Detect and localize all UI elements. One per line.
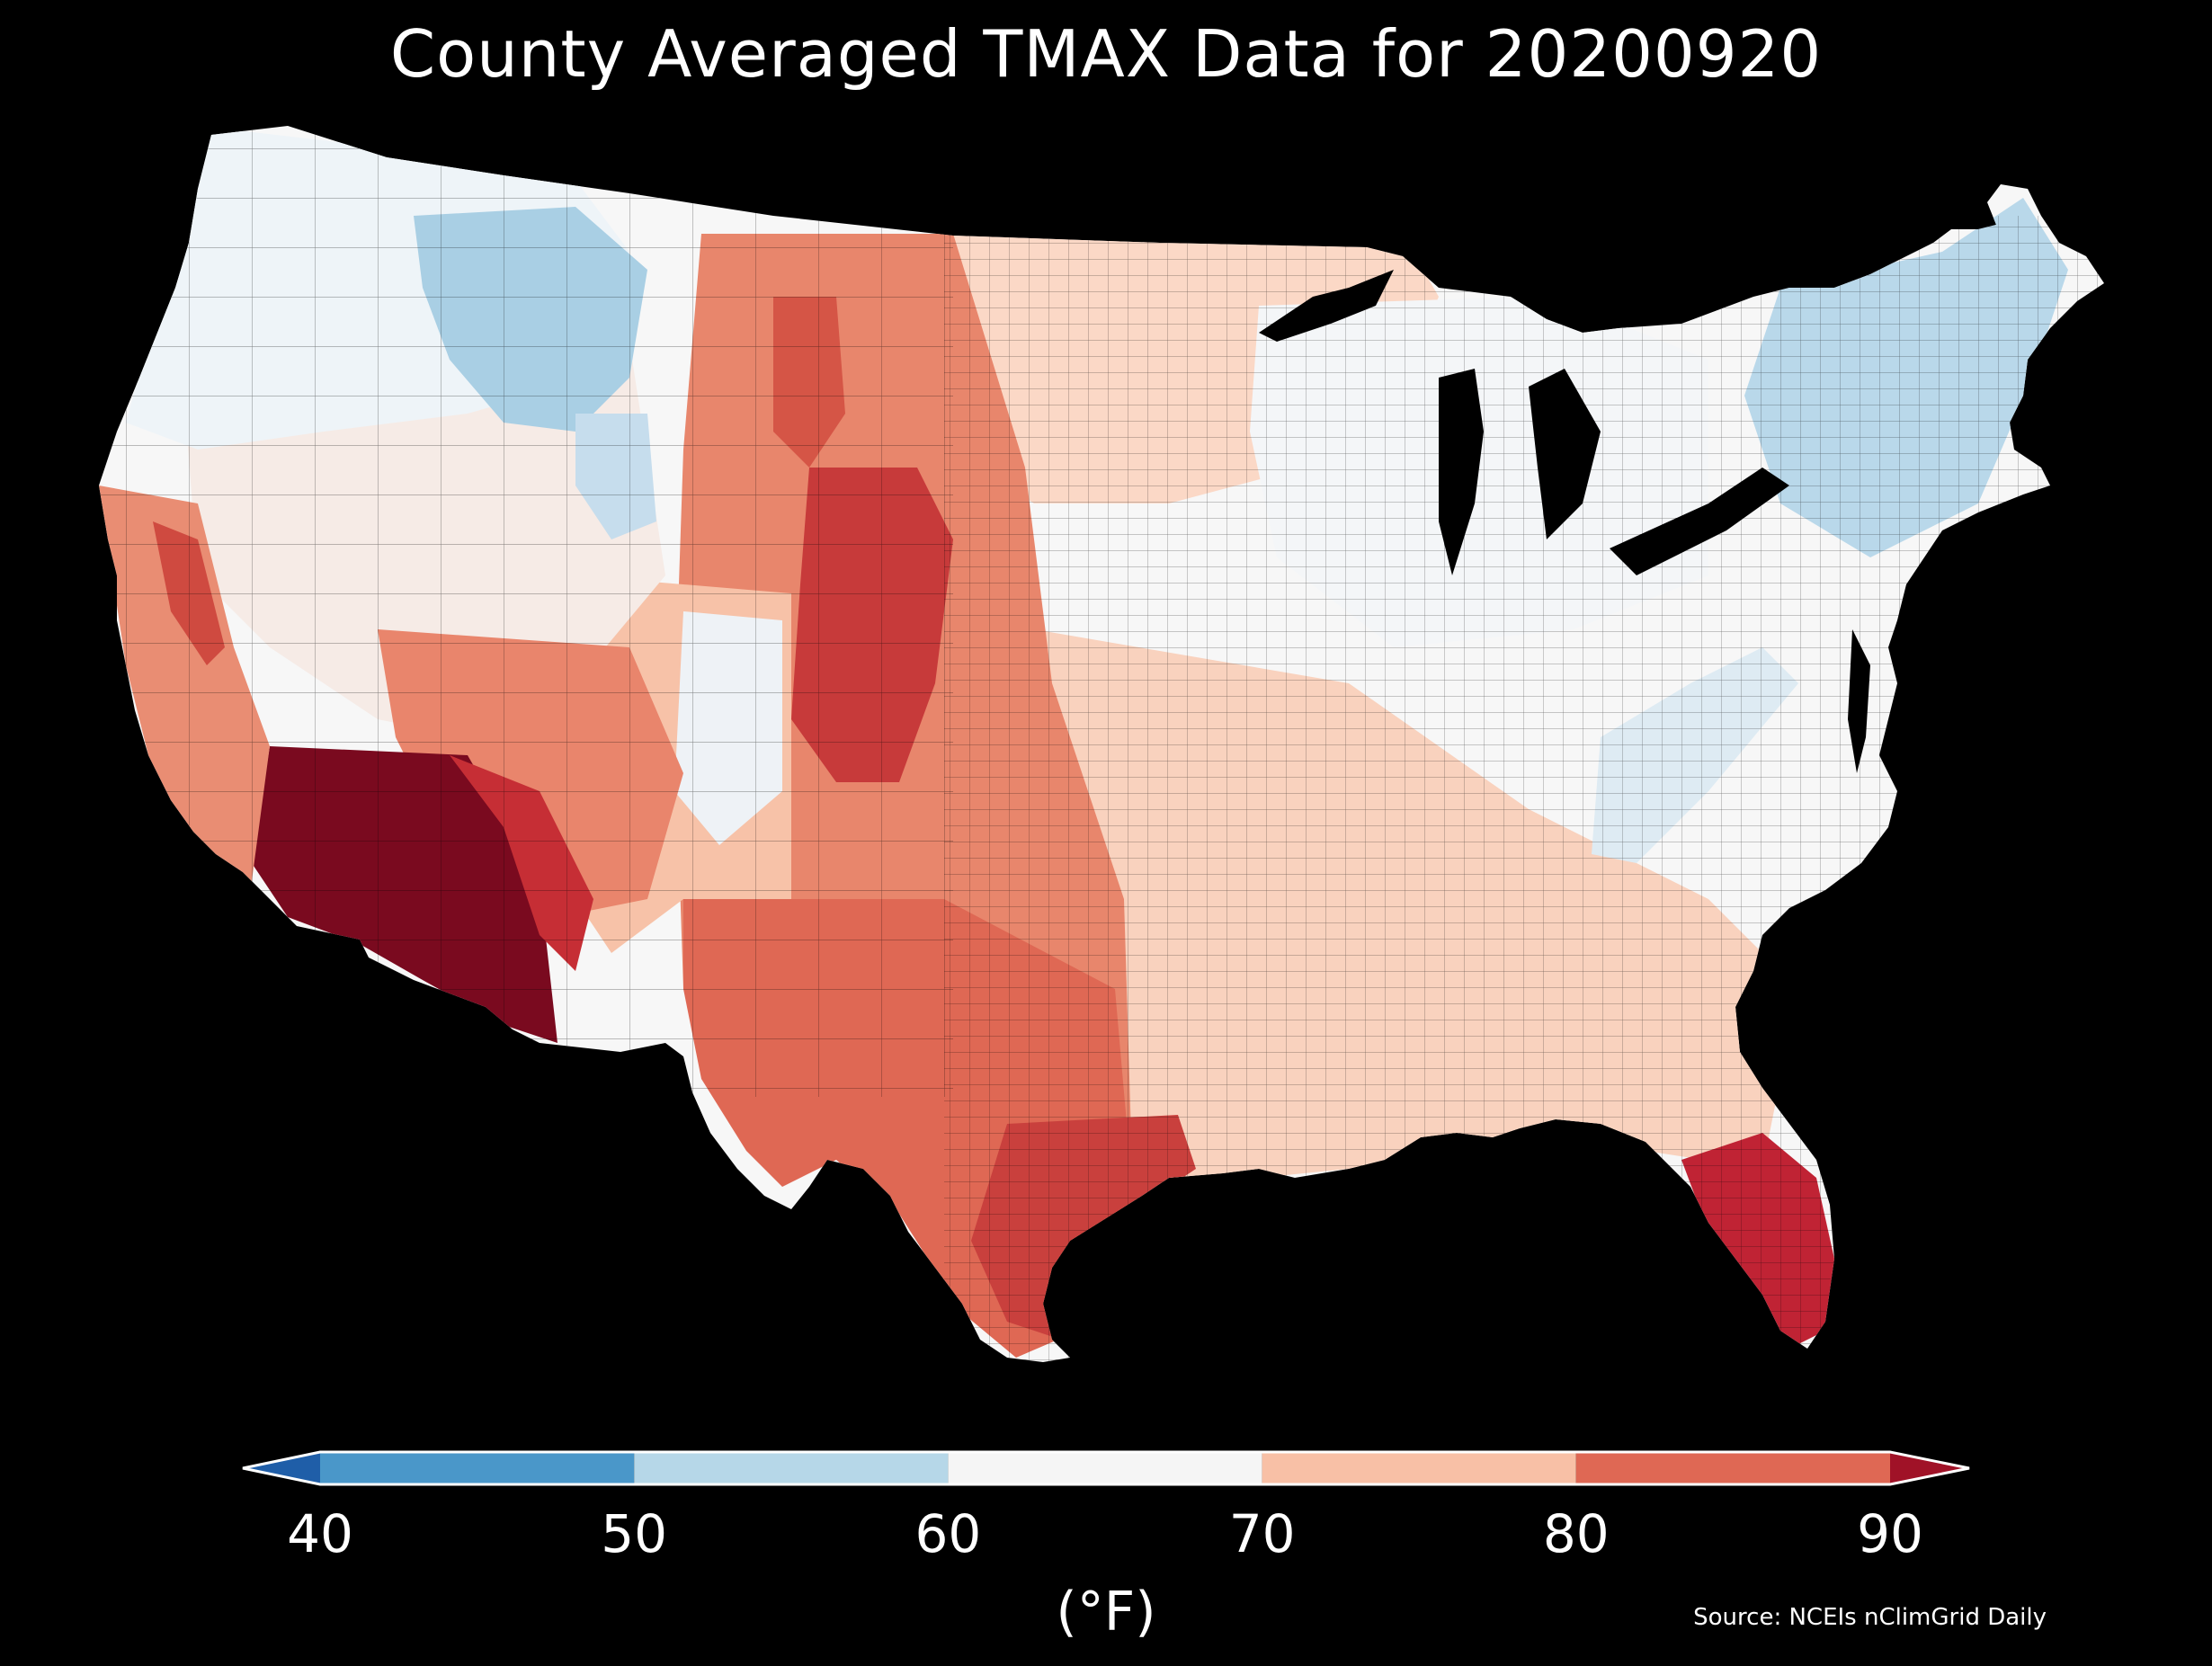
colorbar-tick-label: 90	[1857, 1503, 1923, 1564]
source-credit: Source: NCEIs nClimGrid Daily	[1693, 1604, 2047, 1631]
colorbar-label: (°F)	[1056, 1581, 1156, 1644]
colorbar-bin-3	[1262, 1452, 1576, 1484]
colorbar-outline	[242, 1450, 1970, 1486]
colorbar-bin-2	[948, 1452, 1262, 1484]
colorbar-bin-0	[320, 1452, 635, 1484]
map-title: County Averaged TMAX Data for 20200920	[389, 16, 1823, 92]
lake-superior	[1259, 270, 1394, 342]
colorbar-under-arrow	[243, 1452, 320, 1484]
colorbar-bin-4	[1575, 1452, 1890, 1484]
colorbar-tick-label: 80	[1542, 1503, 1610, 1564]
colorbar-tick-label: 50	[601, 1503, 668, 1564]
lake-erie-ontario	[1610, 468, 1789, 575]
lake-huron	[1529, 369, 1601, 539]
chesapeake-bay	[1848, 629, 1870, 773]
colorbar-tick-label: 40	[287, 1503, 353, 1564]
colorbar-over-arrow	[1890, 1452, 1969, 1484]
colorbar-bins	[320, 1452, 1890, 1484]
colorbar-tick-label: 60	[914, 1503, 982, 1564]
colorbar-bin-1	[634, 1452, 949, 1484]
colorbar-tick-label: 70	[1228, 1503, 1296, 1564]
lake-michigan	[1439, 369, 1484, 575]
